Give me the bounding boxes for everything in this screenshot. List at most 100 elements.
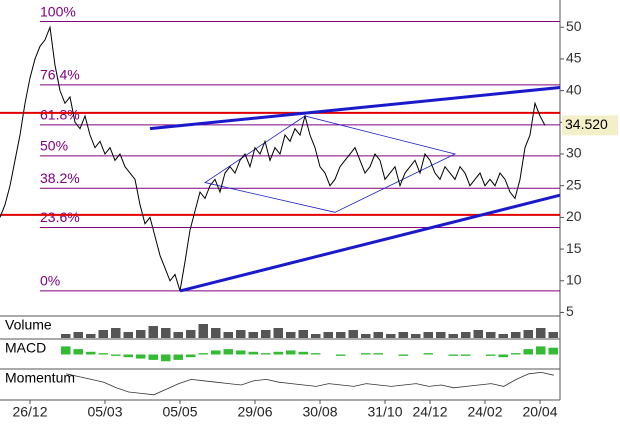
macd-bar — [73, 349, 83, 355]
y-tick-label: 25 — [566, 176, 582, 192]
volume-bar — [236, 330, 246, 338]
macd-bar — [173, 354, 183, 360]
y-tick-label: 40 — [566, 81, 582, 97]
price-line — [0, 25, 546, 292]
y-tick-label: 5 — [566, 303, 574, 319]
volume-bar — [273, 328, 283, 338]
volume-bar — [448, 334, 458, 338]
x-tick-label: 05/03 — [87, 404, 122, 420]
volume-bar — [486, 332, 496, 338]
volume-bar — [473, 330, 483, 338]
x-tick-label: 26/12 — [12, 404, 47, 420]
macd-bar — [123, 354, 133, 358]
macd-bar — [223, 349, 233, 355]
volume-bar — [336, 332, 346, 338]
fib-label: 0% — [40, 273, 60, 289]
fib-label: 76.4% — [40, 67, 80, 83]
x-tick-label: 24/02 — [467, 404, 502, 420]
macd-bar — [148, 354, 158, 360]
volume-bar — [436, 332, 446, 338]
pane-title: MACD — [5, 340, 46, 356]
x-tick-label: 31/10 — [367, 404, 402, 420]
volume-bar — [123, 332, 133, 338]
volume-bar — [536, 328, 546, 338]
volume-bar — [223, 332, 233, 338]
x-tick-label: 20/04 — [522, 404, 557, 420]
macd-bar — [548, 347, 558, 355]
fib-label: 38.2% — [40, 170, 80, 186]
volume-bar — [211, 328, 221, 338]
y-tick-label: 30 — [566, 145, 582, 161]
macd-bar — [373, 353, 383, 355]
y-tick-label: 20 — [566, 208, 582, 224]
x-tick-label: 30/08 — [302, 404, 337, 420]
volume-bar — [498, 334, 508, 338]
macd-bar — [311, 353, 321, 355]
volume-bar — [511, 332, 521, 338]
y-tick-label: 45 — [566, 50, 582, 66]
macd-bar — [286, 350, 296, 355]
volume-bar — [186, 330, 196, 338]
last-price-label: 34.520 — [565, 116, 608, 132]
volume-bar — [386, 334, 396, 338]
volume-bar — [148, 326, 158, 338]
fib-label: 50% — [40, 138, 68, 154]
macd-bar — [211, 350, 221, 355]
trend-line — [179, 193, 561, 293]
volume-bar — [261, 330, 271, 338]
volume-bar — [286, 332, 296, 338]
volume-bar — [423, 332, 433, 338]
macd-bar — [448, 354, 458, 356]
volume-bar — [348, 330, 358, 338]
pane-title: Momentum — [5, 370, 75, 386]
fib-label: 61.8% — [40, 107, 80, 123]
macd-bar — [461, 354, 471, 356]
volume-bar — [111, 328, 121, 338]
volume-bar — [61, 334, 71, 338]
x-tick-label: 05/05 — [162, 404, 197, 420]
macd-bar — [486, 354, 496, 356]
macd-bar — [298, 351, 308, 355]
macd-bar — [511, 353, 521, 355]
volume-bar — [136, 330, 146, 338]
macd-bar — [61, 346, 71, 355]
volume-bar — [311, 334, 321, 338]
macd-bar — [111, 354, 121, 356]
x-tick-label: 24/12 — [412, 404, 447, 420]
volume-bar — [73, 332, 83, 338]
y-tick-label: 10 — [566, 271, 582, 287]
volume-bar — [323, 332, 333, 338]
pane-title: Volume — [5, 317, 52, 333]
macd-bar — [186, 354, 196, 358]
macd-bar — [261, 353, 271, 355]
volume-bar — [161, 328, 171, 338]
x-tick-label: 29/06 — [237, 404, 272, 420]
pattern — [204, 115, 457, 213]
volume-bar — [461, 332, 471, 338]
volume-bar — [173, 332, 183, 338]
volume-bar — [86, 334, 96, 338]
macd-bar — [498, 354, 508, 358]
y-tick-label: 15 — [566, 240, 582, 256]
volume-bar — [548, 332, 558, 338]
fib-label: 23.6% — [40, 209, 80, 225]
volume-bar — [248, 332, 258, 338]
volume-bar — [523, 330, 533, 338]
y-tick-label: 50 — [566, 18, 582, 34]
macd-bar — [336, 354, 346, 356]
macd-bar — [536, 346, 546, 355]
macd-bar — [398, 354, 408, 356]
macd-bar — [86, 351, 96, 355]
macd-bar — [161, 354, 171, 362]
volume-bar — [298, 330, 308, 338]
macd-bar — [98, 353, 108, 355]
macd-bar — [523, 349, 533, 355]
volume-bar — [98, 330, 108, 338]
volume-bar — [373, 332, 383, 338]
momentum-line — [66, 371, 554, 396]
macd-bar — [136, 354, 146, 359]
volume-bar — [198, 324, 208, 338]
macd-bar — [198, 353, 208, 355]
volume-bar — [411, 334, 421, 338]
